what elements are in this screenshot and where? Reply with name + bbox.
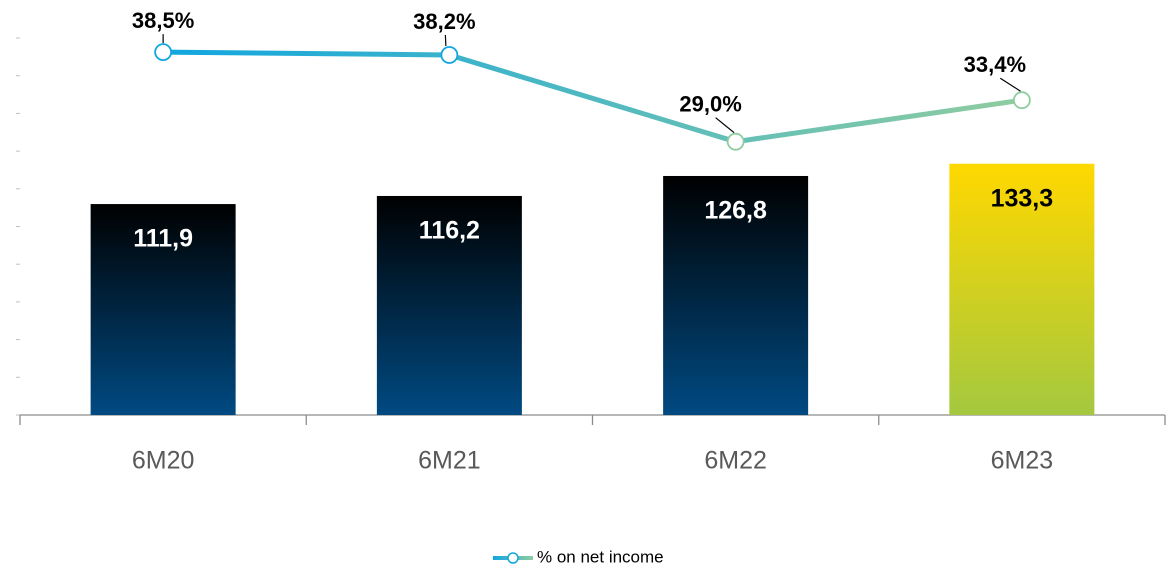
bar-value-label: 116,2 <box>419 217 480 245</box>
x-tick-label: 6M21 <box>418 447 481 475</box>
line-marker <box>1012 91 1031 110</box>
line-marker <box>726 132 745 151</box>
bar <box>663 175 809 415</box>
line-marker <box>154 43 173 62</box>
bar-value-label: 126,8 <box>704 197 767 225</box>
line <box>163 49 1023 145</box>
leader-line <box>715 117 735 134</box>
leader-line <box>444 34 447 46</box>
line-value-label: 29,0% <box>679 91 741 116</box>
leader-line <box>999 77 1021 92</box>
bar-value-label: 133,3 <box>991 184 1054 212</box>
x-tick-label: 6M22 <box>704 447 767 475</box>
bar <box>949 163 1095 415</box>
line-value-label: 33,4% <box>964 52 1026 77</box>
bar <box>376 195 522 415</box>
x-tick-label: 6M20 <box>132 447 195 475</box>
bar <box>90 204 236 415</box>
line-value-label: 38,5% <box>132 8 194 33</box>
legend-marker <box>507 552 519 564</box>
line-marker <box>440 46 459 64</box>
legend-label: % on net income <box>537 547 664 566</box>
x-tick-label: 6M23 <box>991 447 1054 475</box>
bar-value-label: 111,9 <box>133 225 193 253</box>
line-value-label: 38,2% <box>413 9 475 34</box>
